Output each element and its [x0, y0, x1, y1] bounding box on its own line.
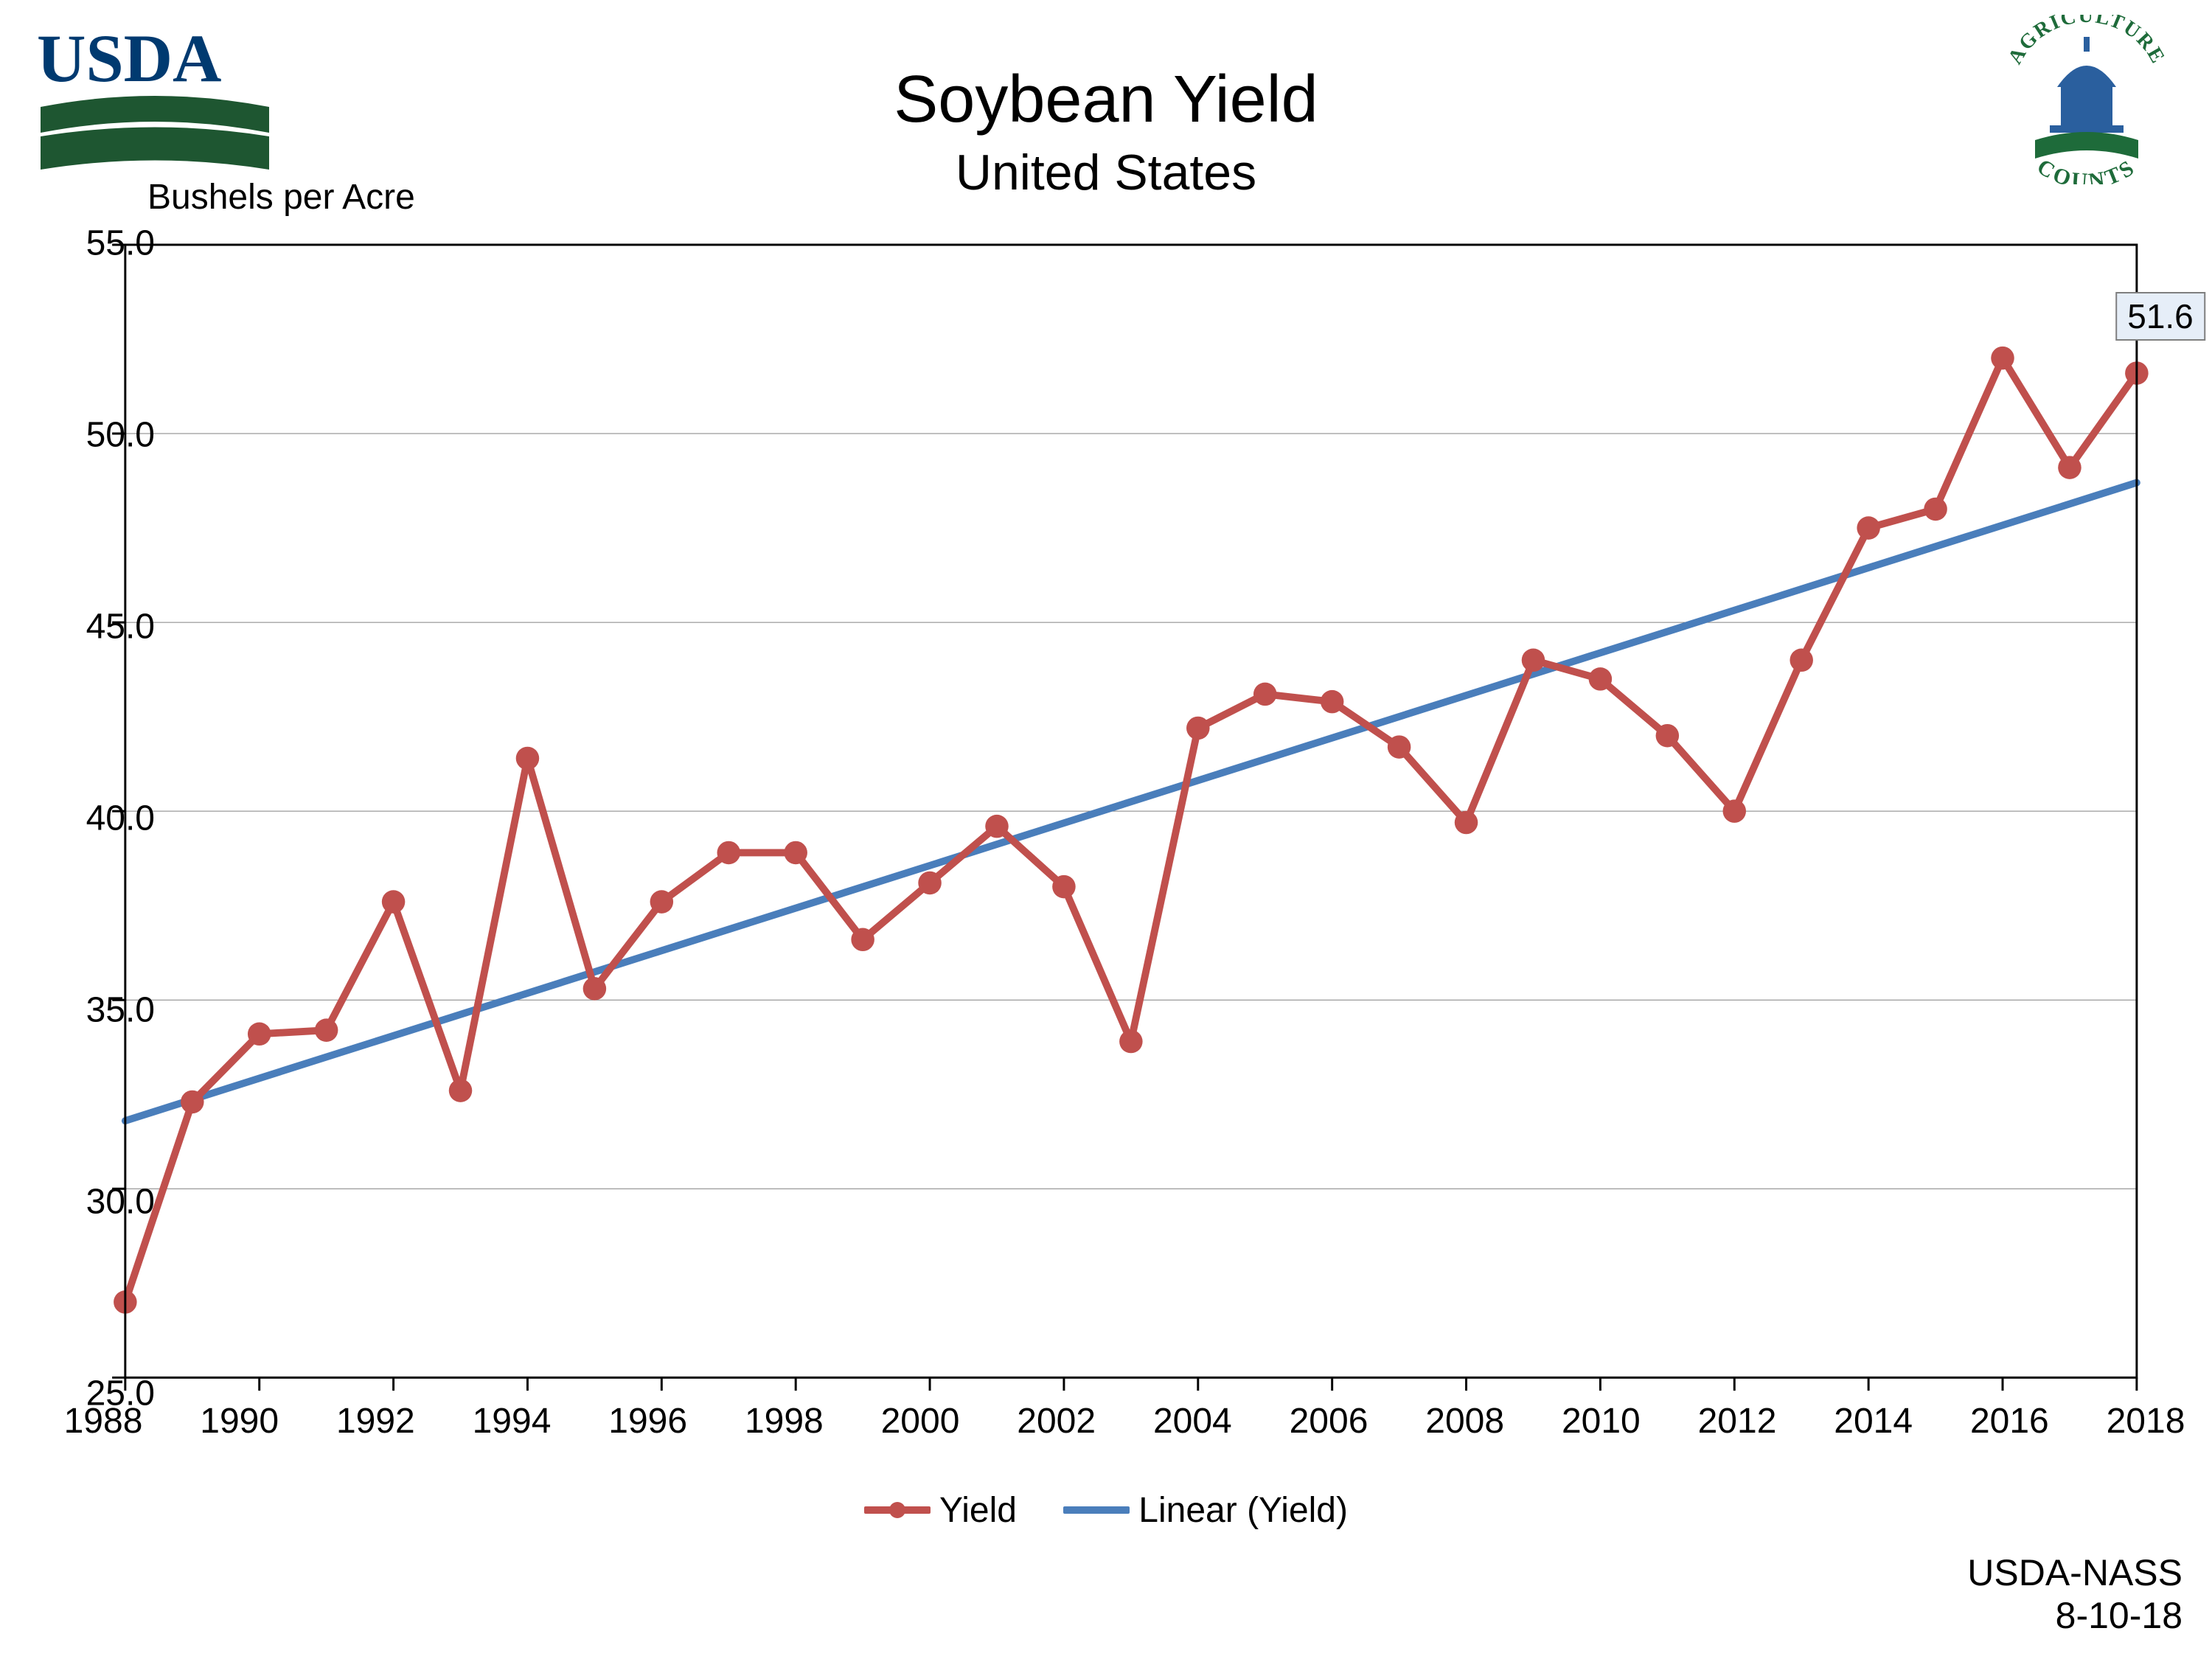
last-value-callout: 51.6 — [2115, 292, 2205, 341]
x-tick-label: 2016 — [1943, 1401, 2076, 1441]
yield-marker — [181, 1091, 204, 1114]
x-tick-label: 2014 — [1807, 1401, 1940, 1441]
legend-yield-label: Yield — [939, 1490, 1017, 1531]
yield-marker — [1656, 724, 1680, 748]
yield-marker — [1186, 717, 1210, 740]
footer-org: USDA-NASS — [1967, 1552, 2183, 1595]
y-tick-label: 45.0 — [7, 607, 155, 647]
y-axis-title: Bushels per Acre — [147, 177, 415, 218]
x-tick-label: 2000 — [854, 1401, 987, 1441]
plot-area — [103, 243, 2146, 1394]
yield-marker — [1321, 690, 1344, 714]
x-tick-label: 2012 — [1671, 1401, 1804, 1441]
yield-marker — [2058, 456, 2081, 479]
footer: USDA-NASS 8-10-18 — [1967, 1552, 2183, 1637]
x-tick-label: 2008 — [1399, 1401, 1531, 1441]
x-tick-label: 1998 — [717, 1401, 850, 1441]
yield-marker — [1991, 347, 2014, 370]
yield-marker — [985, 815, 1009, 838]
yield-marker — [1857, 516, 1880, 540]
yield-marker — [315, 1018, 338, 1042]
y-tick-label: 30.0 — [7, 1182, 155, 1222]
y-tick-label: 50.0 — [7, 415, 155, 456]
x-tick-label: 2004 — [1126, 1401, 1259, 1441]
yield-marker — [1522, 649, 1545, 672]
x-tick-label: 1992 — [309, 1401, 442, 1441]
yield-marker — [918, 872, 942, 895]
legend-yield-swatch — [864, 1506, 931, 1514]
x-tick-label: 1994 — [445, 1401, 578, 1441]
yield-marker — [650, 890, 674, 914]
legend-item-trend: Linear (Yield) — [1063, 1490, 1348, 1531]
yield-line — [125, 358, 2137, 1302]
yield-marker — [1455, 811, 1478, 835]
yield-marker — [449, 1079, 473, 1102]
x-tick-label: 2010 — [1534, 1401, 1667, 1441]
x-tick-label: 1996 — [582, 1401, 714, 1441]
chart-page: { "title": "Soybean Yield", "subtitle": … — [0, 0, 2212, 1659]
yield-marker — [382, 890, 406, 914]
x-tick-label: 1988 — [37, 1401, 170, 1441]
yield-marker — [1924, 498, 1947, 521]
yield-marker — [1253, 683, 1277, 706]
yield-marker — [851, 928, 874, 952]
footer-date: 8-10-18 — [1967, 1595, 2183, 1638]
y-tick-label: 40.0 — [7, 799, 155, 839]
yield-marker — [583, 977, 607, 1001]
y-tick-label: 55.0 — [7, 223, 155, 264]
yield-marker — [1790, 649, 1813, 672]
x-tick-label: 2018 — [2079, 1401, 2212, 1441]
y-tick-label: 35.0 — [7, 990, 155, 1031]
yield-marker — [1589, 667, 1613, 691]
chart-title: Soybean Yield — [0, 66, 2212, 133]
legend: Yield Linear (Yield) — [0, 1482, 2212, 1531]
yield-marker — [1723, 799, 1747, 823]
yield-marker — [1052, 875, 1076, 899]
yield-marker — [784, 841, 807, 865]
legend-trend-swatch — [1063, 1506, 1130, 1514]
x-tick-label: 1990 — [173, 1401, 306, 1441]
yield-marker — [516, 747, 540, 771]
yield-marker — [1119, 1030, 1143, 1054]
legend-trend-label: Linear (Yield) — [1138, 1490, 1348, 1531]
yield-marker — [1388, 735, 1411, 759]
x-tick-label: 2002 — [990, 1401, 1123, 1441]
x-tick-label: 2006 — [1262, 1401, 1395, 1441]
legend-item-yield: Yield — [864, 1490, 1017, 1531]
yield-marker — [717, 841, 741, 865]
yield-marker — [248, 1023, 271, 1046]
